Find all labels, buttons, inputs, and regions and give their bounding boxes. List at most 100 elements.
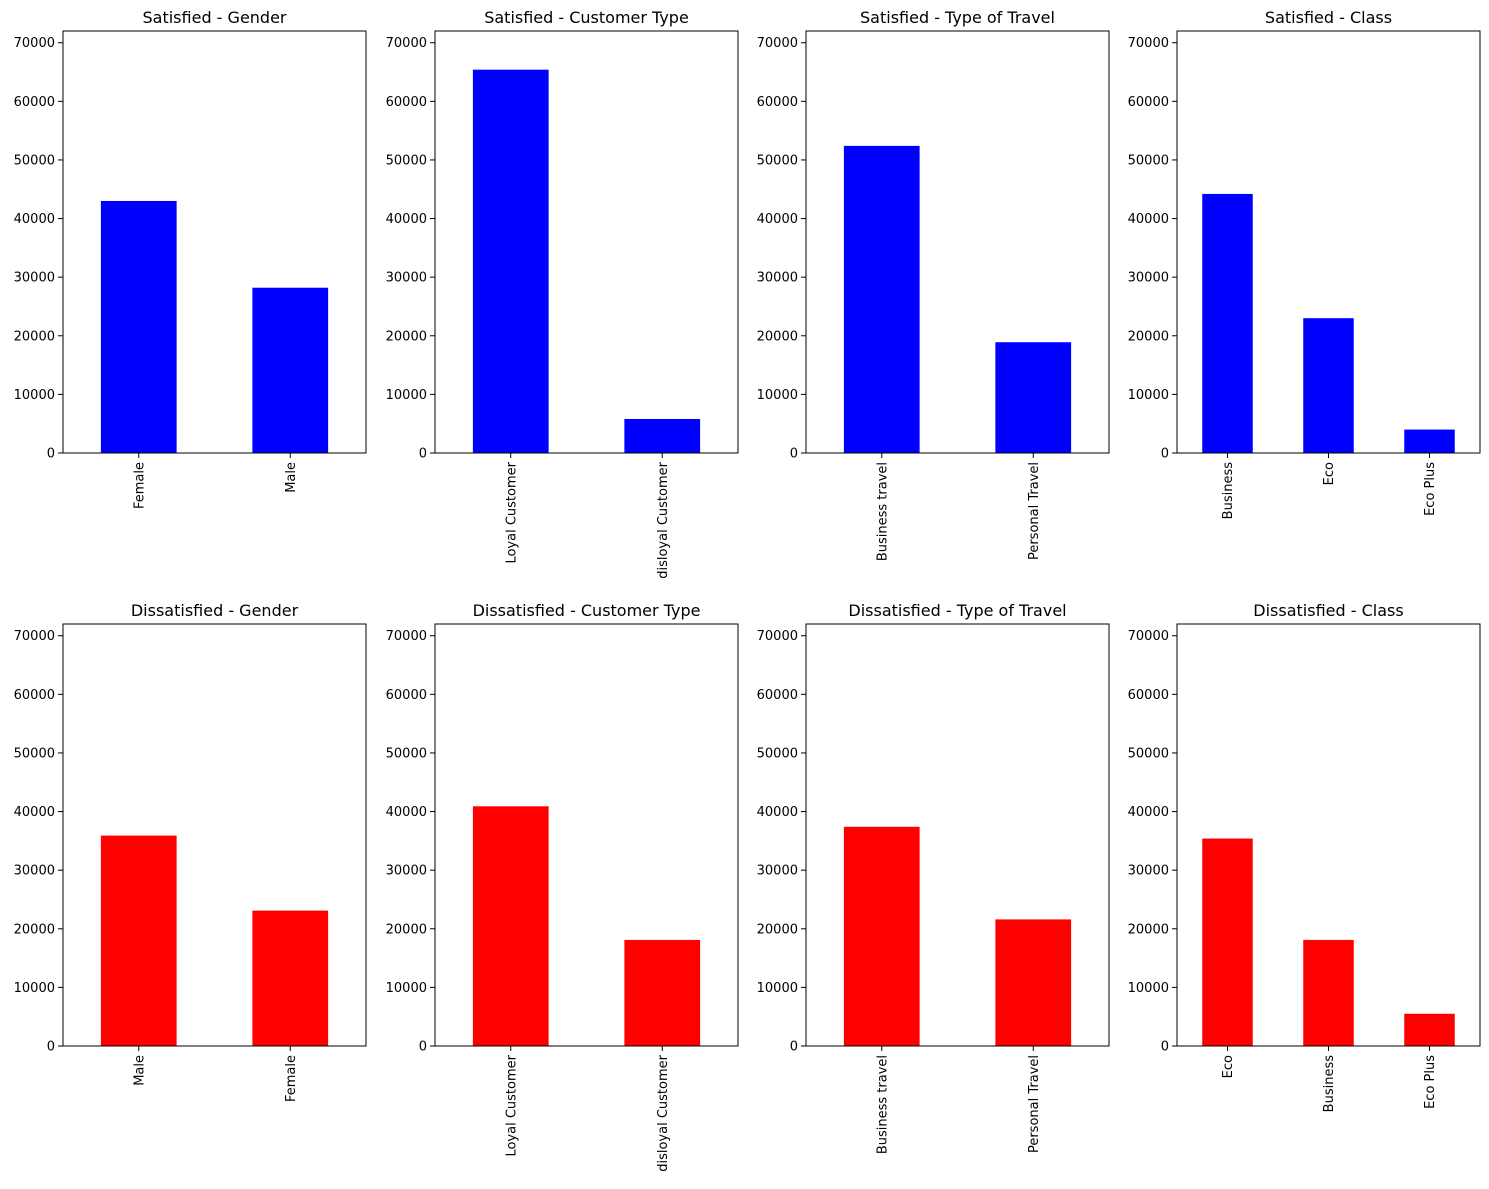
bar-loyal-customer <box>472 806 549 1046</box>
axes-frame <box>62 30 367 454</box>
bar-female <box>100 200 177 453</box>
bar-loyal-customer <box>472 69 549 453</box>
y-tick-label: 70000 <box>1128 36 1169 51</box>
subplot-3: 0 10000 20000 30000 40000 50000 60000 70000 Busi… <box>757 8 1110 561</box>
y-tick-label: 60000 <box>1128 688 1169 703</box>
x-tick-label: Personal Travel <box>1027 462 1042 560</box>
x-tick-label: Female <box>132 462 147 509</box>
bar-male <box>100 835 177 1046</box>
bar-disloyal-customer <box>624 419 701 453</box>
y-tick-label: 40000 <box>1128 805 1169 820</box>
subplot-title: Dissatisfied - Gender <box>131 601 299 620</box>
y-tick-label: 70000 <box>386 629 427 644</box>
y-tick-label: 30000 <box>14 864 55 879</box>
y-tick-label: 70000 <box>757 36 798 51</box>
x-tick-label: Eco <box>1322 462 1337 485</box>
y-tick-label: 70000 <box>386 36 427 51</box>
y-tick-label: 10000 <box>386 981 427 996</box>
bar-eco-plus <box>1404 1013 1455 1046</box>
x-tick-label: Eco Plus <box>1423 1055 1438 1109</box>
subplot-title: Satisfied - Type of Travel <box>860 8 1055 27</box>
bar-eco-plus <box>1404 429 1455 453</box>
y-tick-label: 50000 <box>1128 153 1169 168</box>
subplot-6: 0 10000 20000 30000 40000 50000 60000 70000 Loya… <box>386 601 739 1172</box>
y-tick-label: 40000 <box>757 212 798 227</box>
subplot-7: 0 10000 20000 30000 40000 50000 60000 70000 Busi… <box>757 601 1110 1154</box>
x-tick-label: Business travel <box>875 462 890 561</box>
y-tick-label: 50000 <box>757 746 798 761</box>
y-tick-label: 20000 <box>386 329 427 344</box>
bar-disloyal-customer <box>624 939 701 1046</box>
y-tick-label: 0 <box>47 1040 55 1055</box>
y-tick-label: 60000 <box>1128 95 1169 110</box>
x-tick-label: disloyal Customer <box>656 1054 671 1171</box>
y-tick-label: 0 <box>790 447 798 462</box>
y-tick-label: 50000 <box>14 153 55 168</box>
y-tick-label: 40000 <box>1128 212 1169 227</box>
subplot-2: 0 10000 20000 30000 40000 50000 60000 70000 Loya… <box>386 8 739 579</box>
y-tick-label: 40000 <box>386 212 427 227</box>
y-tick-label: 60000 <box>14 95 55 110</box>
y-tick-label: 20000 <box>1128 329 1169 344</box>
y-tick-label: 70000 <box>757 629 798 644</box>
y-tick-label: 70000 <box>1128 629 1169 644</box>
x-tick-label: Personal Travel <box>1027 1055 1042 1153</box>
bar-eco <box>1303 318 1354 453</box>
y-tick-label: 50000 <box>757 153 798 168</box>
x-tick-label: Business <box>1221 462 1236 520</box>
y-tick-label: 10000 <box>386 388 427 403</box>
subplot-title: Satisfied - Gender <box>143 8 287 27</box>
y-tick-label: 0 <box>419 447 427 462</box>
y-tick-label: 50000 <box>1128 746 1169 761</box>
axes-frame <box>1176 623 1481 1047</box>
bar-business-travel <box>843 145 920 453</box>
y-tick-label: 10000 <box>14 388 55 403</box>
bar-business-travel <box>843 826 920 1046</box>
axes-frame <box>1176 30 1481 454</box>
bar-business <box>1303 939 1354 1046</box>
axes-frame <box>434 623 739 1047</box>
y-tick-label: 0 <box>419 1040 427 1055</box>
bar-male <box>252 287 329 453</box>
y-tick-label: 70000 <box>14 629 55 644</box>
x-tick-label: Male <box>132 1055 147 1086</box>
subplot-title: Dissatisfied - Class <box>1253 601 1403 620</box>
axes-frame <box>805 623 1110 1047</box>
bar-business <box>1202 193 1253 453</box>
y-tick-label: 30000 <box>386 864 427 879</box>
bar-female <box>252 910 329 1046</box>
subplot-1: 0 10000 20000 30000 40000 50000 60000 70000 Fema… <box>14 8 367 509</box>
y-tick-label: 30000 <box>757 864 798 879</box>
y-tick-label: 20000 <box>1128 922 1169 937</box>
y-tick-label: 50000 <box>14 746 55 761</box>
x-tick-label: Loyal Customer <box>504 1054 519 1156</box>
y-tick-label: 60000 <box>757 688 798 703</box>
y-tick-label: 40000 <box>14 212 55 227</box>
y-tick-label: 60000 <box>14 688 55 703</box>
subplot-title: Satisfied - Class <box>1265 8 1392 27</box>
y-tick-label: 0 <box>47 447 55 462</box>
y-tick-label: 0 <box>790 1040 798 1055</box>
y-tick-label: 20000 <box>757 922 798 937</box>
y-tick-label: 20000 <box>757 329 798 344</box>
y-tick-label: 0 <box>1161 1040 1169 1055</box>
x-tick-label: Business <box>1322 1055 1337 1113</box>
y-tick-label: 50000 <box>386 153 427 168</box>
subplot-title: Dissatisfied - Customer Type <box>473 601 701 620</box>
y-tick-label: 20000 <box>386 922 427 937</box>
y-tick-label: 50000 <box>386 746 427 761</box>
subplot-title: Dissatisfied - Type of Travel <box>848 601 1066 620</box>
y-tick-label: 30000 <box>1128 864 1169 879</box>
y-tick-label: 40000 <box>386 805 427 820</box>
y-tick-label: 40000 <box>757 805 798 820</box>
x-tick-label: disloyal Customer <box>656 461 671 578</box>
y-tick-label: 0 <box>1161 447 1169 462</box>
y-tick-label: 30000 <box>386 271 427 286</box>
x-tick-label: Loyal Customer <box>504 461 519 563</box>
y-tick-label: 30000 <box>1128 271 1169 286</box>
y-tick-label: 10000 <box>757 388 798 403</box>
x-tick-label: Eco Plus <box>1423 462 1438 516</box>
axes-frame <box>434 30 739 454</box>
y-tick-label: 60000 <box>386 688 427 703</box>
y-tick-label: 20000 <box>14 922 55 937</box>
